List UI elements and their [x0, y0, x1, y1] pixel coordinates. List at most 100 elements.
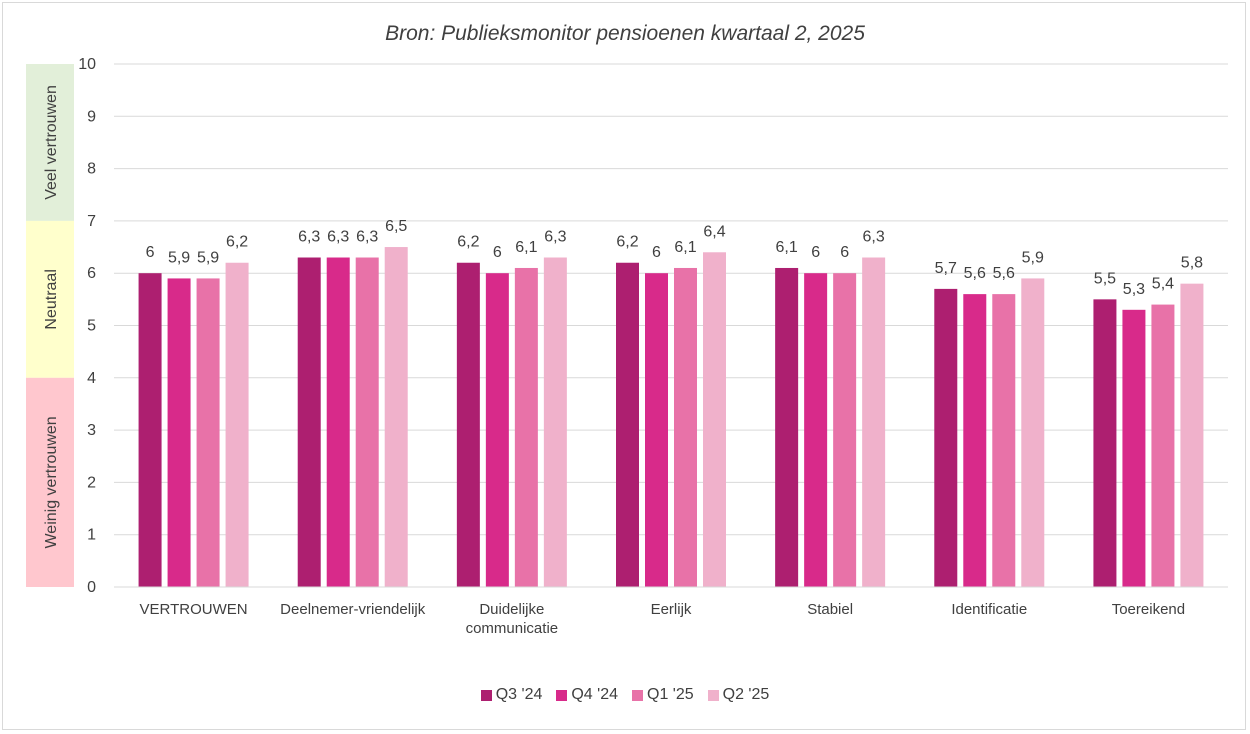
x-tick-label: Eerlijk	[651, 601, 692, 618]
chart-legend: Q3 '24 Q4 '24 Q1 '25 Q2 '25	[0, 686, 1250, 704]
legend-swatch	[556, 689, 568, 701]
x-tick-label: Duidelijke communicatie	[466, 601, 559, 637]
bar	[934, 288, 958, 587]
bar	[485, 273, 509, 587]
x-tick-label-line: Duidelijke	[479, 601, 544, 618]
data-label: 5,9	[1022, 249, 1044, 266]
legend-item: Q4 '24	[556, 686, 618, 704]
x-tick-label: Toereikend	[1112, 601, 1185, 618]
bar	[992, 294, 1016, 587]
y-tick-label: 5	[87, 318, 96, 335]
band-label-1: Neutraal	[43, 269, 60, 329]
band-label-0: Veel vertrouwen	[43, 85, 60, 200]
x-tick-label: Identificatie	[951, 601, 1027, 618]
bar	[355, 257, 379, 587]
bar	[138, 273, 162, 587]
band-2	[26, 377, 74, 587]
bar	[862, 257, 886, 587]
x-tick-label-line: Eerlijk	[651, 601, 692, 618]
data-label: 6,1	[776, 239, 798, 256]
bar	[1122, 309, 1146, 587]
data-label: 5,9	[168, 249, 190, 266]
data-label: 5,3	[1123, 281, 1145, 298]
data-label: 5,7	[935, 260, 957, 277]
data-label: 6,3	[298, 229, 320, 246]
y-tick-label: 4	[87, 370, 96, 387]
legend-label: Q3 '24	[495, 686, 543, 703]
band-0	[26, 64, 74, 221]
bar	[703, 252, 726, 587]
data-label: 5,6	[964, 265, 986, 282]
data-label: 6	[840, 244, 849, 261]
bar	[456, 262, 480, 587]
data-label: 6	[811, 244, 820, 261]
bar	[645, 273, 668, 587]
chart-title: Bron: Publieksmonitor pensioenen kwartaa…	[385, 22, 865, 45]
band-label-2: Weinig vertrouwen	[43, 416, 60, 548]
y-tick-label: 0	[87, 579, 96, 596]
data-label: 6	[146, 244, 155, 261]
y-tick-label: 10	[78, 56, 96, 73]
y-tick-label: 6	[87, 265, 96, 282]
data-label: 5,6	[993, 265, 1015, 282]
data-label: 6,2	[616, 234, 638, 251]
legend-label: Q4 '24	[571, 686, 618, 703]
data-label: 5,9	[197, 249, 219, 266]
bar	[196, 278, 220, 587]
bar	[674, 267, 697, 587]
data-label: 6,3	[544, 229, 566, 246]
data-label: 5,4	[1152, 276, 1174, 293]
data-label: 6	[652, 244, 661, 261]
bar	[833, 273, 857, 587]
data-label: 6	[493, 244, 502, 261]
bar	[297, 257, 321, 587]
data-label: 6,3	[356, 229, 378, 246]
x-tick-label-line: Identificatie	[951, 601, 1027, 618]
bar	[804, 273, 828, 587]
bar	[1151, 304, 1175, 587]
x-tick-label-line: communicatie	[466, 620, 559, 637]
x-tick-label-line: VERTROUWEN	[140, 601, 248, 618]
data-label: 6,3	[863, 229, 885, 246]
bar	[775, 267, 799, 587]
legend-label: Q1 '25	[647, 686, 694, 703]
legend-item: Q1 '25	[632, 686, 694, 704]
y-tick-label: 7	[87, 213, 96, 230]
legend-item: Q2 '25	[707, 686, 770, 704]
bar	[167, 278, 191, 587]
legend-swatch	[632, 689, 643, 701]
data-label: 5,5	[1094, 270, 1116, 287]
band-1	[26, 220, 74, 378]
y-tick-label: 1	[87, 527, 96, 544]
bar	[326, 257, 350, 587]
bar	[616, 262, 639, 587]
data-label: 6,1	[515, 239, 537, 256]
legend-item: Q3 '24	[480, 686, 543, 704]
legend-swatch	[707, 689, 719, 701]
data-label: 6,4	[703, 223, 725, 240]
bar	[514, 267, 538, 587]
data-label: 6,5	[385, 218, 407, 235]
y-tick-label: 3	[87, 422, 96, 439]
data-label: 6,2	[226, 234, 248, 251]
bar	[1180, 283, 1204, 587]
y-tick-label: 9	[87, 108, 96, 125]
data-label: 6,1	[674, 239, 696, 256]
bar	[963, 294, 987, 587]
y-tick-label: 8	[87, 161, 96, 178]
x-tick-label-line: Stabiel	[807, 601, 853, 618]
x-tick-label-line: Deelnemer-vriendelijk	[280, 601, 426, 618]
bar	[543, 257, 567, 587]
bar	[1021, 278, 1045, 587]
x-tick-label: VERTROUWEN	[140, 601, 248, 618]
bar	[384, 247, 408, 588]
legend-swatch	[480, 689, 492, 701]
data-label: 6,2	[457, 234, 479, 251]
x-tick-label: Deelnemer-vriendelijk	[280, 601, 426, 618]
bar	[225, 262, 249, 587]
x-tick-label-line: Toereikend	[1112, 601, 1185, 618]
legend-label: Q2 '25	[722, 686, 770, 703]
bar	[1093, 299, 1117, 587]
y-tick-label: 2	[87, 474, 96, 491]
